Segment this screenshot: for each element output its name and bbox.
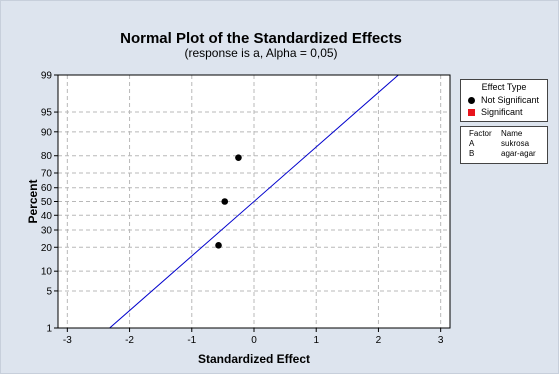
name-header: Name	[501, 129, 523, 138]
chart-subtitle: (response is a, Alpha = 0,05)	[184, 46, 338, 60]
y-axis-label: Percent	[26, 179, 40, 223]
red-square-icon	[468, 108, 475, 116]
y-tick-label: 10	[41, 267, 53, 278]
plot-border	[57, 74, 451, 329]
factor-code: A	[469, 139, 475, 148]
y-tick-label: 95	[41, 108, 53, 119]
legend-item-label: Significant	[481, 107, 523, 117]
black-dot-icon	[468, 96, 475, 104]
y-tick-label: 50	[41, 197, 53, 208]
y-tick-label: 80	[41, 151, 53, 162]
factor-name: sukrosa	[501, 139, 530, 148]
x-tick-label: -2	[125, 335, 134, 346]
x-tick-label: -3	[63, 335, 72, 346]
legend-item-significant: Significant	[467, 107, 523, 117]
x-tick-label: 0	[251, 335, 257, 346]
legend-item-not-significant: Not Significant	[467, 95, 539, 105]
data-point	[235, 154, 242, 161]
factor-code: B	[469, 149, 475, 158]
data-point	[221, 198, 229, 205]
factor-name: agar-agar	[501, 149, 536, 158]
legend-item-label: Not Significant	[481, 95, 540, 105]
legend-title: Effect Type	[481, 82, 527, 92]
x-tick-label: -1	[187, 335, 196, 346]
y-tick-label: 5	[46, 286, 52, 297]
y-tick-label: 30	[41, 226, 53, 237]
legend: Effect Type Not Significant Significant …	[460, 79, 548, 164]
x-axis-label: Standardized Effect	[198, 352, 310, 366]
y-tick-label: 40	[41, 211, 53, 222]
x-tick-label: 3	[438, 335, 444, 346]
fit-line	[109, 75, 399, 328]
x-tick-label: 2	[376, 335, 382, 346]
chart-title: Normal Plot of the Standardized Effects	[120, 30, 402, 47]
y-tick-label: 60	[41, 183, 53, 194]
y-tick-label: 1	[46, 324, 52, 335]
y-tick-label: 70	[41, 168, 53, 179]
y-tick-label: 99	[41, 71, 53, 82]
factor-table: Factor Name A sukrosa B agar-agar	[460, 126, 548, 164]
factor-header: Factor	[469, 129, 492, 138]
y-tick-label: 90	[41, 127, 53, 138]
data-point	[215, 242, 222, 249]
y-tick-label: 20	[41, 243, 53, 254]
effect-type-legend: Effect Type Not Significant Significant	[460, 79, 548, 122]
x-tick-label: 1	[313, 335, 319, 346]
